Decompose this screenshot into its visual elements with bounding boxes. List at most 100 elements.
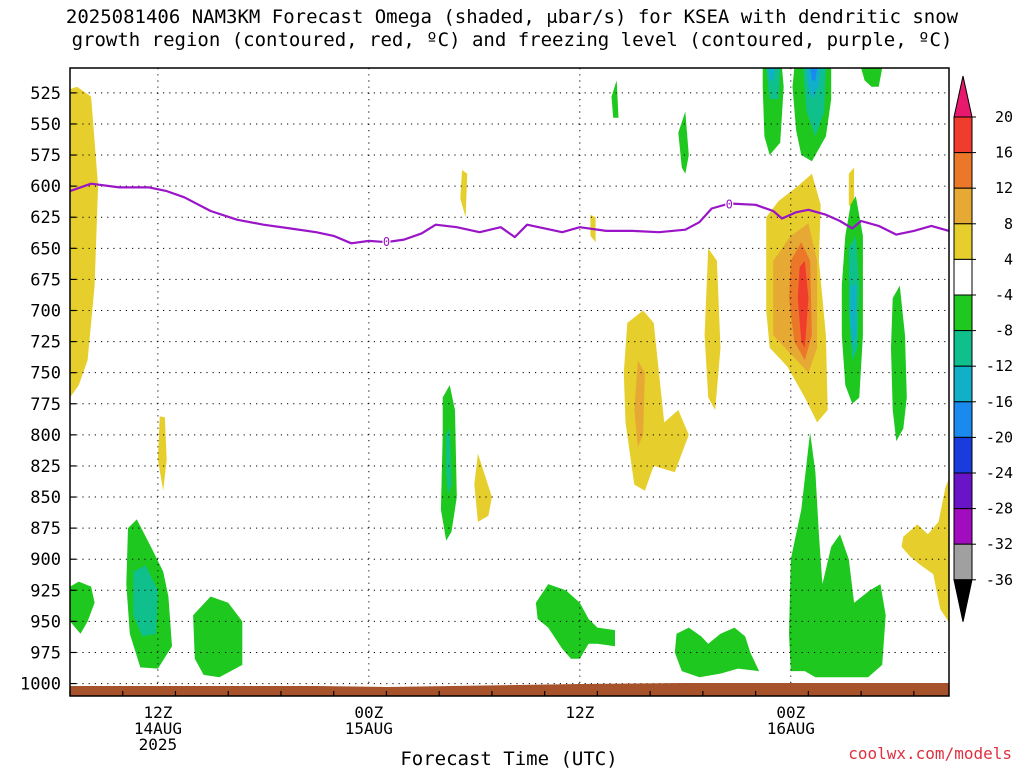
y-tick-label: 725 xyxy=(30,333,61,353)
freezing-level-label: 0 xyxy=(383,235,390,249)
colorbar-segment xyxy=(953,436,973,474)
site-credit: coolwx.com/models xyxy=(848,744,1012,763)
colorbar-segment xyxy=(953,365,973,403)
omega-region-29 xyxy=(810,68,818,81)
omega-region-11 xyxy=(797,260,809,348)
colorbar-tick-label: -4 xyxy=(995,286,1013,304)
x-tick-label-line: 12Z xyxy=(565,703,594,722)
y-tick-label: 950 xyxy=(30,612,61,632)
colorbar-bottom-arrow xyxy=(953,579,973,622)
chart-title-line-2: growth region (contoured, red, ºC) and f… xyxy=(71,29,953,51)
omega-region-13 xyxy=(901,478,949,623)
colorbar-tick-label: 8 xyxy=(1004,215,1013,233)
colorbar-segment xyxy=(953,543,973,581)
omega-region-30 xyxy=(861,68,883,87)
colorbar-segment xyxy=(953,330,973,367)
omega-region-3 xyxy=(474,453,492,522)
x-tick-label-line: 15AUG xyxy=(345,719,393,738)
colorbar-segment xyxy=(953,116,973,154)
colorbar-segment xyxy=(953,152,973,189)
colorbar-segment xyxy=(953,187,973,225)
colorbar-tick-label: -8 xyxy=(995,322,1013,340)
x-tick-label: 00Z 15AUG xyxy=(345,703,393,738)
x-tick-label-line: 2025 xyxy=(139,735,178,754)
colorbar-tick-label: -36 xyxy=(986,571,1013,589)
y-tick-label: 550 xyxy=(30,115,61,135)
x-tick-label: 12Z xyxy=(565,703,594,722)
y-tick-label: 625 xyxy=(30,208,61,228)
y-tick-label: 925 xyxy=(30,581,61,601)
y-tick-label: 875 xyxy=(30,519,61,539)
terrain-layer xyxy=(70,683,949,696)
omega-region-36 xyxy=(674,627,760,678)
x-tick-label-line: 00Z xyxy=(776,703,805,722)
omega-region-5 xyxy=(623,310,689,491)
colorbar-tick-label: -28 xyxy=(986,500,1013,518)
colorbar-tick-label: -20 xyxy=(986,428,1013,446)
omega-region-1 xyxy=(157,416,167,491)
omega-region-25 xyxy=(767,68,775,81)
colorbar-tick-label: 20 xyxy=(995,108,1013,126)
omega-region-28 xyxy=(806,68,821,100)
omega-region-33 xyxy=(850,285,856,348)
y-tick-label: 525 xyxy=(30,84,61,104)
plot-frame xyxy=(69,67,950,697)
colorbar-tick-label: 12 xyxy=(995,179,1013,197)
colorbar-tick-label: 4 xyxy=(1004,250,1013,268)
omega-region-18 xyxy=(193,596,243,678)
omega-region-17 xyxy=(133,565,158,637)
omega-region-2 xyxy=(460,170,468,218)
colorbar-tick-label: -16 xyxy=(986,393,1013,411)
colorbar-tick-label: -32 xyxy=(986,535,1013,553)
y-tick-label: 900 xyxy=(30,550,61,570)
colorbar-tick-label: 16 xyxy=(995,144,1013,162)
colorbar-top-arrow xyxy=(953,75,973,118)
y-tick-label: 600 xyxy=(30,177,61,197)
y-tick-label: 850 xyxy=(30,488,61,508)
x-tick-label-line: 16AUG xyxy=(767,719,815,738)
omega-region-22 xyxy=(678,111,689,174)
x-tick-label-line: 14AUG xyxy=(134,719,182,738)
y-tick-label: 750 xyxy=(30,364,61,384)
freezing-level-label-bg xyxy=(725,197,734,210)
x-tick-label-line: 12Z xyxy=(143,703,172,722)
freezing-level-label: 0 xyxy=(726,198,733,212)
colorbar: 20 16 12 8 4 -4 -8 -12 -16 -20 -24 -28 -32 -36 xyxy=(953,75,1013,622)
y-tick-label: 1000 xyxy=(20,675,61,695)
colorbar-segment xyxy=(953,472,973,510)
gridlines xyxy=(70,68,949,696)
y-tick-label: 575 xyxy=(30,146,61,166)
terrain-fill xyxy=(70,683,949,696)
omega-region-7 xyxy=(704,248,721,410)
omega-region-35 xyxy=(535,584,615,659)
omega-region-12 xyxy=(848,167,855,211)
omega-region-20 xyxy=(446,428,452,495)
omega-region-21 xyxy=(611,80,619,118)
y-tick-label: 825 xyxy=(30,457,61,477)
omega-region-15 xyxy=(70,581,95,634)
y-tick-label: 675 xyxy=(30,270,61,290)
x-tick-label: 12Z 14AUG 2025 xyxy=(134,703,182,754)
colorbar-segment xyxy=(953,258,973,296)
colorbar-segment xyxy=(953,508,973,545)
omega-region-37 xyxy=(789,432,886,678)
freezing-level-line xyxy=(70,182,949,245)
y-tick-label: 800 xyxy=(30,426,61,446)
y-axis: 525 550 575 600 625 650 675 700 725 750 775 800 825 8… xyxy=(20,84,76,695)
y-tick-label: 975 xyxy=(30,643,61,663)
y-tick-label: 775 xyxy=(30,395,61,415)
colorbar-tick-label: -12 xyxy=(986,357,1013,375)
omega-region-6 xyxy=(634,360,645,448)
freezing-level-label-bg xyxy=(382,234,391,247)
colorbar-segment xyxy=(953,294,973,332)
freezing-level-layer: 00 xyxy=(70,182,949,249)
y-tick-label: 700 xyxy=(30,301,61,321)
colorbar-segment xyxy=(953,401,973,438)
y-tick-label: 650 xyxy=(30,239,61,259)
x-axis-label: Forecast Time (UTC) xyxy=(400,748,617,768)
chart-title-line-1: 2025081406 NAM3KM Forecast Omega (shaded… xyxy=(65,6,959,28)
x-tick-label: 00Z 16AUG xyxy=(767,703,815,738)
omega-region-34 xyxy=(891,285,907,442)
